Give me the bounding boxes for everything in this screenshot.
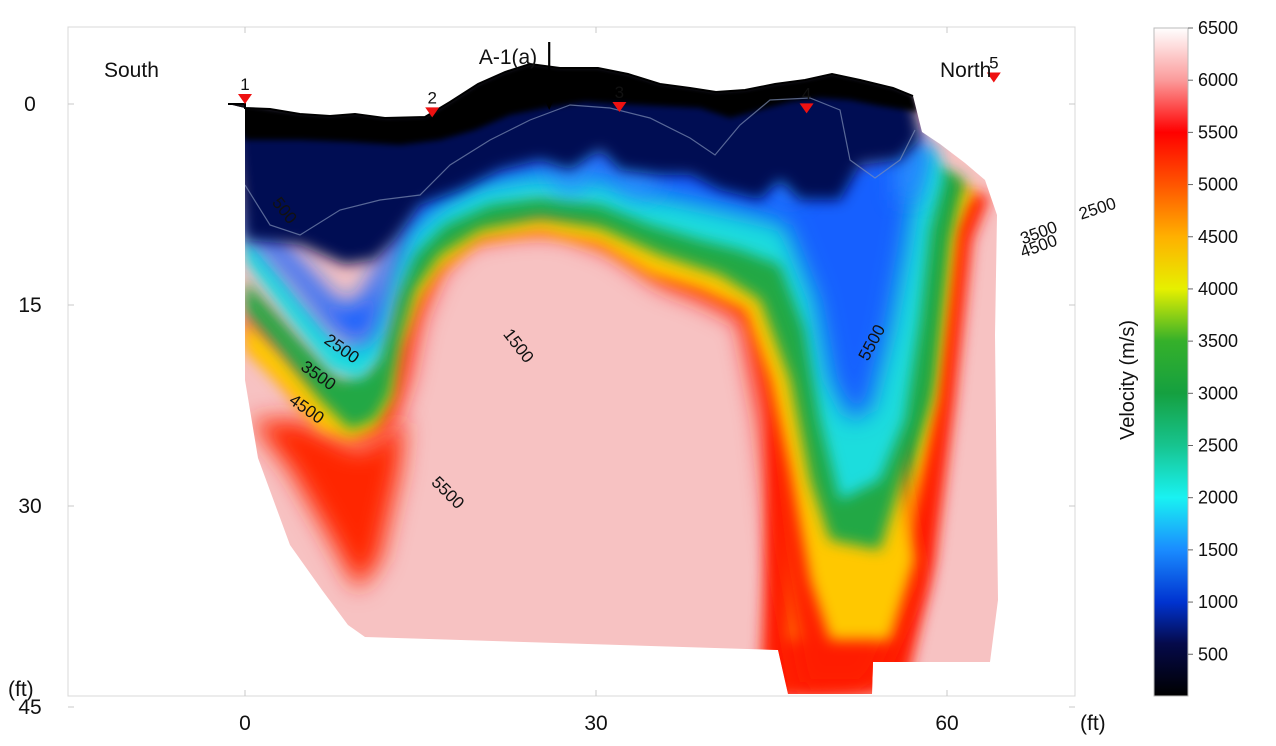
cyan-band: [245, 148, 945, 500]
south-deep-red: [250, 420, 405, 590]
geophone-label: 3: [615, 83, 624, 102]
y-axis-unit-label: (ft): [8, 678, 34, 701]
colorbar-tick-label: 4500: [1198, 227, 1238, 247]
y-tick-label: 30: [18, 495, 41, 518]
colorbar-tick-label: 4000: [1198, 279, 1238, 299]
colorbar-tick-label: 6000: [1198, 70, 1238, 90]
geophone-label: 2: [427, 88, 436, 107]
contour-label: 2500: [1076, 194, 1118, 224]
y-tick-label: 45: [18, 696, 41, 719]
y-tick-label: 15: [18, 294, 41, 317]
geophone-marker: [799, 103, 814, 114]
x-tick-label: 0: [239, 712, 251, 735]
black-near-surface: [228, 64, 918, 145]
geophone-label: 4: [802, 84, 811, 103]
x-axis-tick-labels: -300306090120150180210: [239, 712, 959, 735]
green-band: [245, 170, 950, 550]
colorbar-frame: [1153, 27, 1189, 697]
colorbar-tick-label: 1500: [1198, 540, 1238, 560]
x-tick-label: 60: [935, 712, 958, 735]
y-axis-tick-labels: 0 15 30 45: [18, 93, 41, 719]
north-label: North: [940, 59, 991, 82]
geophone-marker: [425, 107, 440, 118]
geophone-label: 5: [989, 54, 998, 73]
colorbar-tick-label: 5000: [1198, 175, 1238, 195]
frame-ticks: [68, 27, 1075, 708]
colorbar-ticks: 500 1000 1500 2000 2500 3000 3500 4000 4500 5000 5…: [1188, 18, 1238, 664]
colorbar-tick-label: 3000: [1198, 383, 1238, 403]
y-tick-label: 0: [24, 93, 36, 116]
contour-line-500: [244, 97, 916, 236]
colorbar-ramp: [1154, 28, 1188, 696]
geophone-label: 1: [240, 75, 249, 94]
south-red-band: [245, 210, 920, 690]
colorbar-tick-label: 6500: [1198, 18, 1238, 38]
colorbar: 500 1000 1500 2000 2500 3000 3500 4000 4500 5000 5…: [1117, 18, 1238, 697]
colorbar-title: Velocity (m/s): [1117, 320, 1139, 440]
light-blue-patches: [545, 105, 930, 200]
ground-surface-line: [228, 62, 914, 120]
colorbar-tick-label: 500: [1198, 644, 1228, 664]
borehole-arrow-head: [541, 92, 558, 110]
south-label: South: [104, 59, 159, 82]
colorbar-tick-label: 1000: [1198, 592, 1238, 612]
colorbar-tick-label: 5500: [1198, 122, 1238, 142]
x-tick-label: 30: [584, 712, 607, 735]
geophone-marker: [238, 94, 252, 104]
x-axis-unit-label: (ft): [1080, 712, 1106, 735]
borehole-label: A-1(a): [479, 46, 537, 69]
geophone-marker: [986, 72, 1001, 83]
colorbar-tick-label: 2500: [1198, 436, 1238, 456]
borehole-arrows: A-1(a)A-1(b): [479, 42, 558, 110]
geophone-marker: [612, 102, 627, 113]
colorbar-tick-label: 3500: [1198, 331, 1238, 351]
colorbar-tick-label: 2000: [1198, 488, 1238, 508]
tomogram-section: [228, 64, 998, 694]
south-yellow-band: [245, 215, 915, 640]
